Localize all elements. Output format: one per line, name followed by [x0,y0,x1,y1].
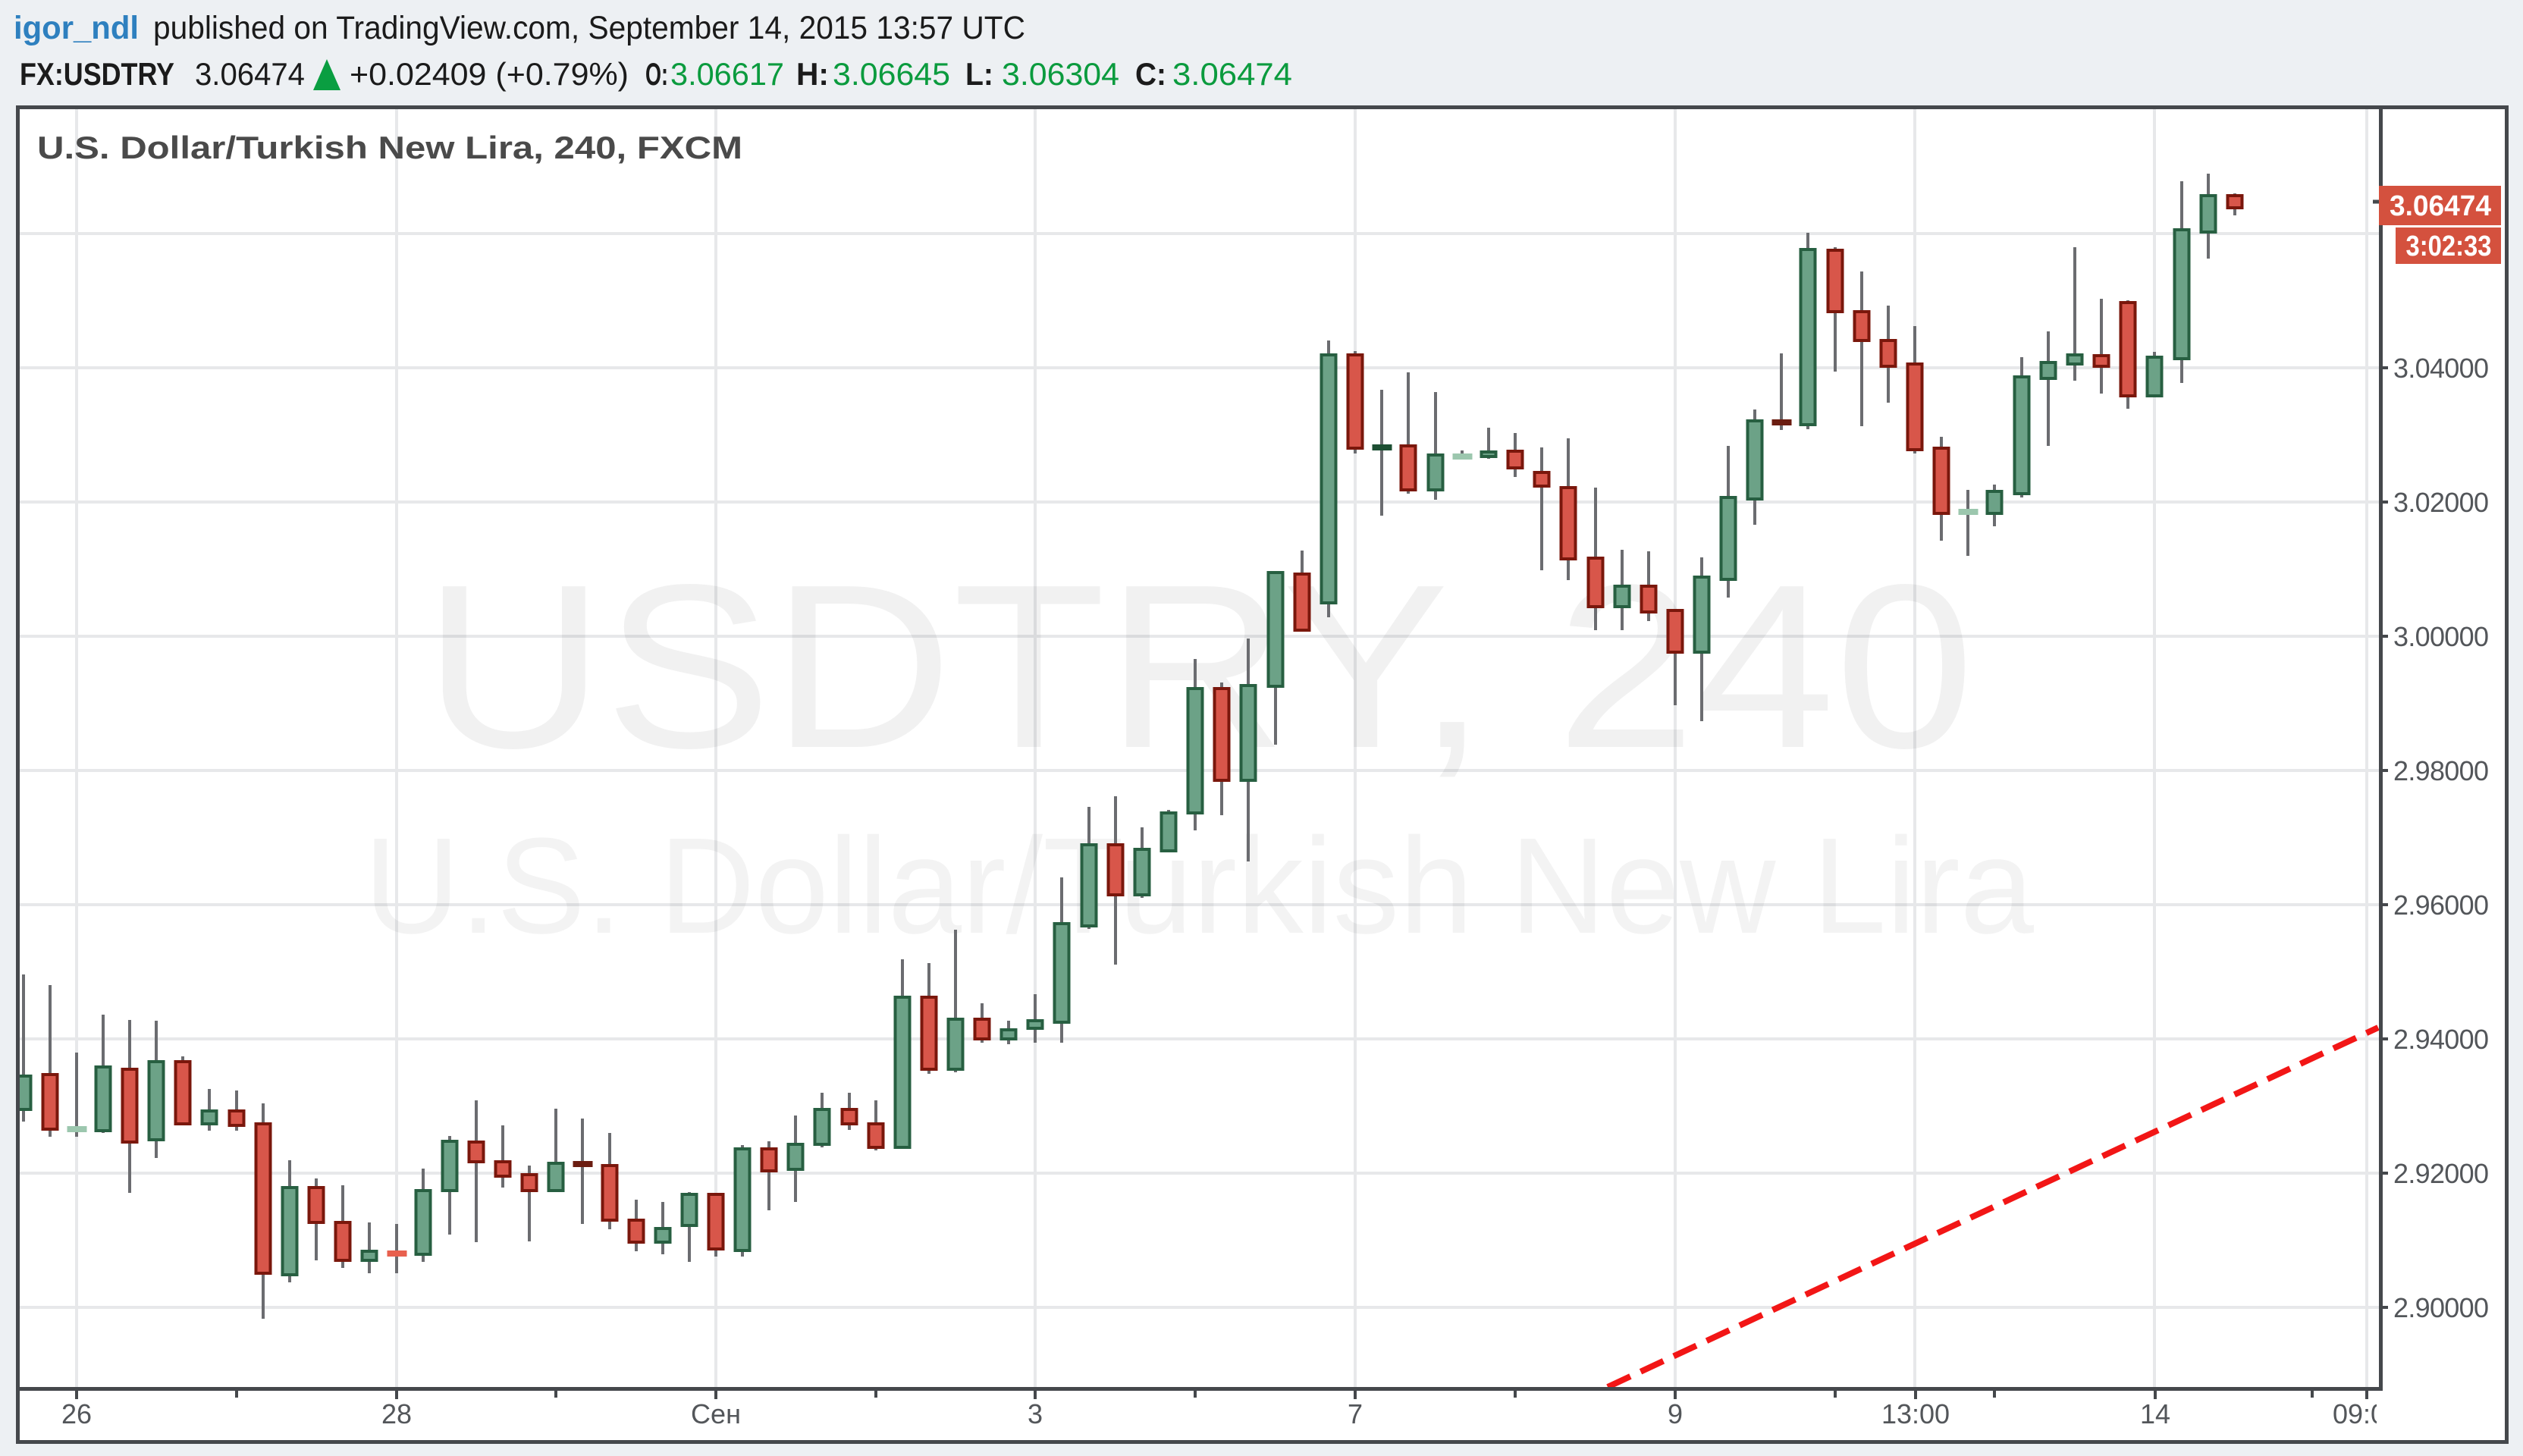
svg-text:3.06304: 3.06304 [1002,56,1119,92]
svg-text:+0.02409 (+0.79%): +0.02409 (+0.79%) [350,56,629,92]
svg-text:28: 28 [381,1398,412,1429]
svg-text:2.96000: 2.96000 [2393,890,2489,921]
svg-text:2.90000: 2.90000 [2393,1292,2489,1323]
svg-text:3.02000: 3.02000 [2393,487,2489,518]
svg-text:2.98000: 2.98000 [2393,755,2489,786]
svg-text:L:: L: [965,56,993,92]
svg-text:26: 26 [61,1398,92,1429]
svg-text:3.04000: 3.04000 [2393,353,2489,384]
svg-text:3.06474: 3.06474 [1172,56,1292,92]
svg-text:3: 3 [1028,1398,1043,1429]
svg-text:U.S. Dollar/Turkish New Lira,: U.S. Dollar/Turkish New Lira, 240, FXCM [37,130,742,165]
svg-text:published on TradingView.com,: published on TradingView.com, September … [153,10,1025,46]
svg-text:9: 9 [1668,1398,1683,1429]
svg-text:FX:USDTRY: FX:USDTRY [20,56,174,92]
svg-text:3.06474: 3.06474 [2390,190,2491,222]
svg-text:3.00000: 3.00000 [2393,621,2489,652]
svg-text:C:: C: [1135,56,1166,92]
svg-text:Сен: Сен [691,1398,741,1429]
svg-text:U.S. Dollar/Turkish New Lira: U.S. Dollar/Turkish New Lira [364,810,2035,962]
svg-text:13:00: 13:00 [1881,1398,1950,1429]
svg-text:2.92000: 2.92000 [2393,1158,2489,1189]
svg-text:7: 7 [1348,1398,1363,1429]
svg-text:H:: H: [796,56,829,92]
svg-text:3.06617: 3.06617 [670,56,784,92]
svg-text:O:: O: [645,56,668,92]
svg-text:14: 14 [2140,1398,2170,1429]
svg-text:3.06474: 3.06474 [195,56,305,92]
svg-text:09:00: 09:00 [2333,1398,2401,1429]
svg-text:3.06645: 3.06645 [833,56,950,92]
svg-text:2.94000: 2.94000 [2393,1024,2489,1055]
svg-text:igor_ndl: igor_ndl [14,10,139,46]
svg-text:3:02:33: 3:02:33 [2406,231,2492,262]
